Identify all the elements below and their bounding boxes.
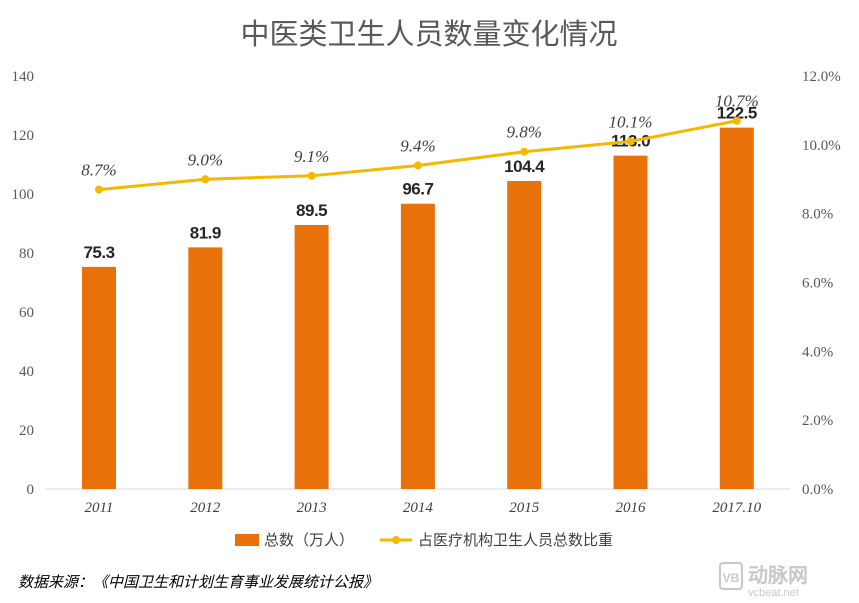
x-tick-label: 2017.10 [712,500,761,516]
legend-bar-label: 总数（万人） [264,531,354,549]
bar [82,266,116,489]
line-value-label: 8.7% [81,161,116,180]
bar-value-label: 89.5 [296,201,327,220]
y-tick-label: 60 [19,305,34,321]
bar-value-label: 122.5 [717,104,757,123]
line-value-label: 10.7% [715,92,759,111]
line-point [95,185,103,194]
bar-value-label: 104.4 [504,157,545,176]
y2-tick-label: 2.0% [802,413,833,429]
y-tick-label: 100 [12,187,35,203]
y2-tick-label: 8.0% [802,207,833,223]
watermark-brand: 动脉网 [748,563,808,587]
watermark: VB 动脉网 vcbeat.net [719,562,808,599]
bar [719,127,754,489]
y2-tick-label: 0.0% [802,482,833,498]
y-tick-label: 20 [19,423,34,439]
line-value-label: 9.4% [400,136,435,155]
bar [613,155,648,489]
bar [294,224,329,489]
watermark-logo-letter: VB [723,571,740,585]
line-value-label: 9.8% [506,123,541,142]
line-series: 8.7% 9.0% 9.1% 9.4% 9.8% 10.1% 10.7% [81,92,759,194]
bar-value-label: 81.9 [190,223,221,242]
line-value-label: 10.1% [609,112,653,131]
line-value-label: 9.1% [294,147,329,166]
y-tick-label: 120 [12,128,35,144]
x-tick-label: 2015 [509,500,540,516]
legend-line-marker [392,536,400,544]
y-axis-right: 0.0% 2.0% 4.0% 6.0% 8.0% 10.0% 12.0% [802,69,841,498]
x-tick-label: 2012 [190,500,221,516]
x-axis: 2011 2012 2013 2014 2015 2016 2017.10 [85,500,762,516]
legend-bar-swatch [235,534,259,546]
y2-tick-label: 4.0% [802,344,833,360]
watermark-site: vcbeat.net [748,587,799,599]
y-tick-label: 140 [12,69,35,85]
y2-tick-label: 12.0% [802,69,841,85]
bar [188,247,223,489]
y2-tick-label: 10.0% [802,138,841,154]
line-point [520,147,529,156]
x-tick-label: 2011 [85,500,114,516]
bar [400,203,435,490]
x-tick-label: 2014 [403,500,434,516]
y-axis-left: 0 20 40 60 80 100 120 140 [12,69,35,498]
bar-value-label: 96.7 [402,180,433,199]
line-point [732,116,741,125]
chart-title: 中医类卫生人员数量变化情况 [240,17,617,51]
x-tick-label: 2016 [616,500,647,516]
line-point [201,175,210,184]
legend: 总数（万人） 占医疗机构卫生人员总数比重 [235,531,613,549]
line-point [413,161,422,170]
source-note: 数据来源：《中国卫生和计划生育事业发展统计公报》 [18,573,378,591]
line-point [307,171,316,180]
y-tick-label: 40 [19,364,34,380]
y2-tick-label: 6.0% [802,276,833,292]
watermark-logo-icon [719,562,743,590]
legend-line-label: 占医疗机构卫生人员总数比重 [418,531,613,549]
y-tick-label: 0 [27,482,35,498]
line-point [626,137,635,146]
line-value-label: 9.0% [188,150,223,169]
bar [507,181,542,489]
bar-value-label: 75.3 [83,243,114,262]
y-tick-label: 80 [19,246,34,262]
x-tick-label: 2013 [297,500,327,516]
